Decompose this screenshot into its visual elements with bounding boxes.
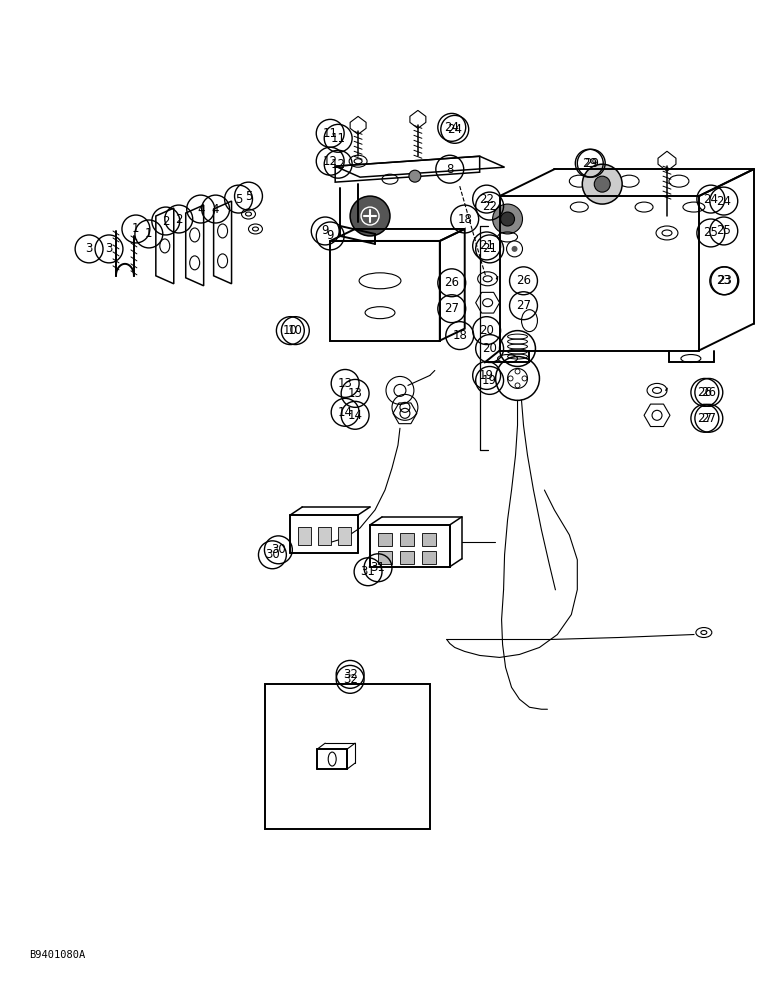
Text: 9: 9 xyxy=(327,229,334,242)
Text: 10: 10 xyxy=(283,324,298,337)
Circle shape xyxy=(594,176,610,192)
Text: 4: 4 xyxy=(197,203,205,216)
Circle shape xyxy=(350,196,390,236)
Text: 21: 21 xyxy=(482,242,497,255)
Text: 27: 27 xyxy=(516,299,531,312)
Text: 27: 27 xyxy=(697,412,713,425)
FancyBboxPatch shape xyxy=(422,533,436,546)
Polygon shape xyxy=(350,116,366,134)
Text: B9401080A: B9401080A xyxy=(29,950,86,960)
Text: 29: 29 xyxy=(584,157,599,170)
FancyBboxPatch shape xyxy=(338,527,351,545)
Text: 18: 18 xyxy=(452,329,467,342)
Circle shape xyxy=(582,164,622,204)
Text: 30: 30 xyxy=(265,548,279,561)
Text: 32: 32 xyxy=(343,668,357,681)
Text: 31: 31 xyxy=(361,565,375,578)
Text: 3: 3 xyxy=(105,242,113,255)
Text: 2: 2 xyxy=(162,215,170,228)
Text: 23: 23 xyxy=(716,274,731,287)
Polygon shape xyxy=(658,151,676,171)
Text: 11: 11 xyxy=(323,127,337,140)
Text: 29: 29 xyxy=(582,157,597,170)
Circle shape xyxy=(493,204,523,234)
Text: 2: 2 xyxy=(175,213,182,226)
Text: 32: 32 xyxy=(343,673,357,686)
Text: 26: 26 xyxy=(701,386,716,399)
Text: 9: 9 xyxy=(321,224,329,237)
Text: 3: 3 xyxy=(86,242,93,255)
Circle shape xyxy=(512,246,517,252)
Text: 1: 1 xyxy=(132,222,140,235)
Polygon shape xyxy=(410,110,426,128)
Text: 27: 27 xyxy=(444,302,459,315)
Text: 22: 22 xyxy=(479,193,494,206)
Text: 12: 12 xyxy=(323,155,337,168)
Text: 5: 5 xyxy=(245,190,252,203)
Circle shape xyxy=(506,241,523,257)
Text: 26: 26 xyxy=(697,386,713,399)
Text: 26: 26 xyxy=(516,274,531,287)
Text: 4: 4 xyxy=(212,203,219,216)
Text: 24: 24 xyxy=(716,195,731,208)
FancyBboxPatch shape xyxy=(378,533,392,546)
Text: 26: 26 xyxy=(444,276,459,289)
Text: 1: 1 xyxy=(145,227,153,240)
Text: 24: 24 xyxy=(447,123,462,136)
Text: 12: 12 xyxy=(330,158,346,171)
Text: 27: 27 xyxy=(701,412,716,425)
Text: 31: 31 xyxy=(371,561,385,574)
Text: 8: 8 xyxy=(446,163,453,176)
Text: 14: 14 xyxy=(347,409,363,422)
Text: 25: 25 xyxy=(716,224,731,237)
Text: 19: 19 xyxy=(479,369,494,382)
Text: 25: 25 xyxy=(703,226,718,239)
Text: 20: 20 xyxy=(482,342,497,355)
FancyBboxPatch shape xyxy=(318,527,331,545)
Text: 23: 23 xyxy=(717,274,732,287)
Text: 18: 18 xyxy=(457,213,472,226)
Text: 21: 21 xyxy=(479,239,494,252)
FancyBboxPatch shape xyxy=(422,551,436,564)
Text: 11: 11 xyxy=(330,132,346,145)
Text: 13: 13 xyxy=(347,387,363,400)
FancyBboxPatch shape xyxy=(400,551,414,564)
Text: 10: 10 xyxy=(288,324,303,337)
Text: 24: 24 xyxy=(703,193,718,206)
Circle shape xyxy=(500,212,514,226)
FancyBboxPatch shape xyxy=(400,533,414,546)
Text: 14: 14 xyxy=(337,406,353,419)
Text: 22: 22 xyxy=(482,200,497,213)
Text: 13: 13 xyxy=(337,377,353,390)
Text: 19: 19 xyxy=(482,374,497,387)
Text: 30: 30 xyxy=(271,543,286,556)
Circle shape xyxy=(409,170,421,182)
FancyBboxPatch shape xyxy=(378,551,392,564)
FancyBboxPatch shape xyxy=(298,527,311,545)
Text: 20: 20 xyxy=(479,324,494,337)
Text: 24: 24 xyxy=(444,121,459,134)
Text: 5: 5 xyxy=(235,193,242,206)
